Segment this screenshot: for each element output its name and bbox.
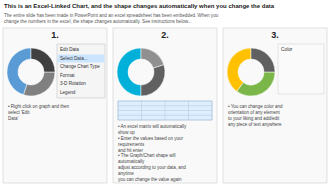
svg-text:• Enter the values based on yo: • Enter the values based on your <box>118 136 184 141</box>
svg-text:automatically: automatically <box>118 159 145 164</box>
svg-text:Edit Data: Edit Data <box>60 47 79 52</box>
svg-text:change the numbers in the exce: change the numbers in the excel, the sha… <box>4 19 192 24</box>
svg-text:• An excel matrix will automat: • An excel matrix will automatically <box>118 124 188 129</box>
svg-text:• Right click on graph and the: • Right click on graph and then <box>8 104 70 109</box>
svg-text:Color: Color <box>281 47 293 52</box>
svg-text:Legend: Legend <box>60 90 76 95</box>
svg-text:2.: 2. <box>161 30 169 40</box>
svg-text:This is an Excel-Linked Chart,: This is an Excel-Linked Chart, and the s… <box>4 3 275 9</box>
svg-text:any piece of text anywhere: any piece of text anywhere <box>228 122 282 127</box>
svg-text:show up: show up <box>118 130 135 135</box>
svg-text:select 'Edit: select 'Edit <box>8 110 30 115</box>
svg-text:1.: 1. <box>51 30 59 40</box>
svg-text:Data': Data' <box>8 116 19 121</box>
svg-text:orientation of any element: orientation of any element <box>228 110 281 115</box>
svg-text:• You can change color and: • You can change color and <box>228 104 283 109</box>
svg-text:3.: 3. <box>271 30 279 40</box>
svg-text:• The Graph/Chart shape will: • The Graph/Chart shape will <box>118 153 177 158</box>
svg-text:requirements: requirements <box>118 142 145 147</box>
svg-text:Select Data...: Select Data... <box>60 56 88 61</box>
svg-text:and hit enter: and hit enter <box>118 148 144 153</box>
svg-text:anytime: anytime <box>118 171 134 176</box>
svg-text:Format: Format <box>60 73 75 78</box>
svg-text:Change Chart Type: Change Chart Type <box>60 64 100 69</box>
svg-text:3-D Rotation: 3-D Rotation <box>60 81 86 86</box>
svg-text:The entire slide has been made: The entire slide has been made in PowerP… <box>4 13 219 18</box>
svg-text:you can change the value again: you can change the value again <box>118 177 182 182</box>
svg-text:to your liking and add/edit: to your liking and add/edit <box>228 116 280 121</box>
svg-text:adjust according to your data,: adjust according to your data, and <box>118 165 187 170</box>
